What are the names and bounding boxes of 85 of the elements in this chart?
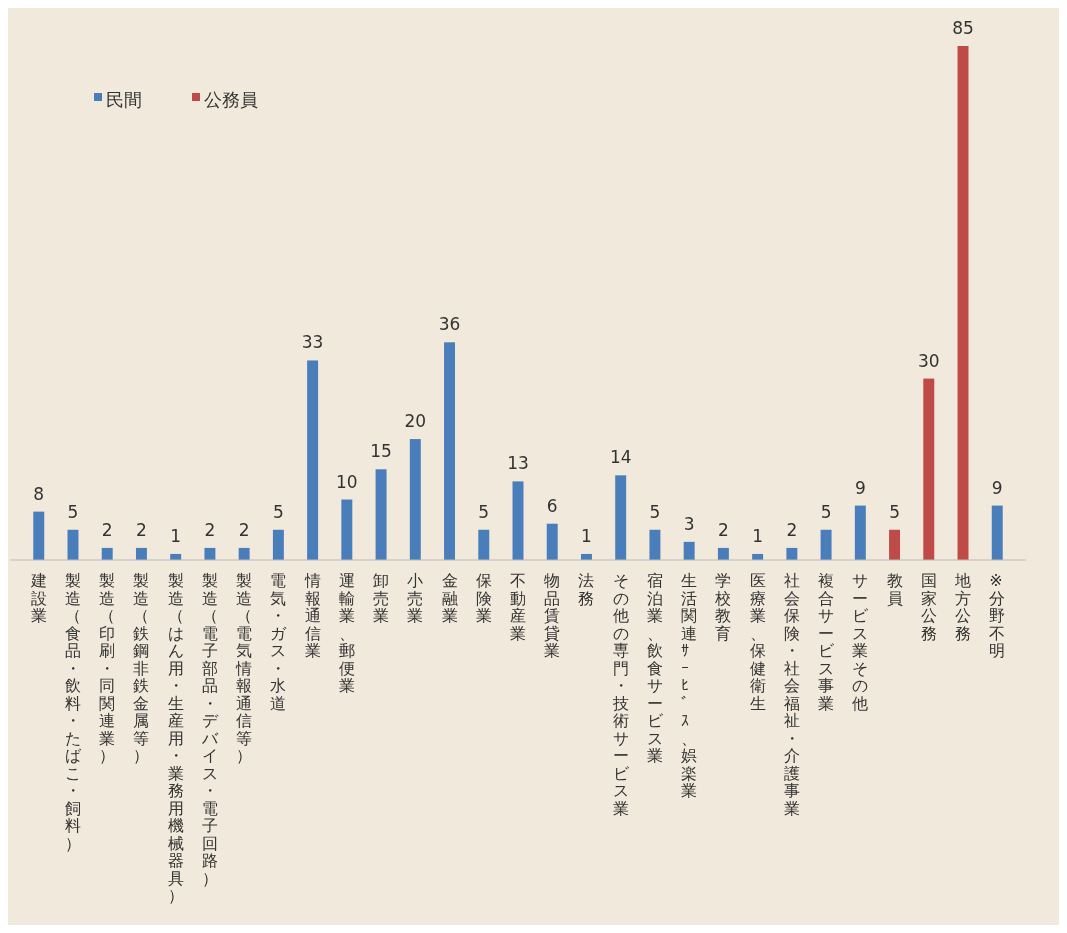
data-label: 5 bbox=[272, 501, 284, 522]
bar bbox=[204, 547, 216, 560]
data-label: 10 bbox=[336, 471, 358, 492]
x-tick-label: 学校教育 bbox=[714, 571, 732, 643]
x-tick-label: 運輸業、郵便業 bbox=[338, 571, 355, 695]
x-tick-label: ※分野不明 bbox=[989, 571, 1006, 660]
x-tick-label: 物品賃貸業 bbox=[544, 571, 561, 660]
x-tick-label: 複合サービス事業 bbox=[818, 571, 836, 713]
data-label: 33 bbox=[301, 332, 324, 353]
data-label: 20 bbox=[404, 411, 427, 432]
bar bbox=[991, 505, 1003, 560]
legend-label: 公務員 bbox=[204, 89, 258, 110]
x-tick-label: 情報通信業 bbox=[303, 571, 321, 660]
data-label: 5 bbox=[889, 501, 900, 522]
data-label: 1 bbox=[752, 525, 764, 546]
data-label: 5 bbox=[478, 501, 490, 522]
data-label: 3 bbox=[683, 513, 695, 534]
x-tick-label: 地方公務 bbox=[954, 571, 972, 643]
x-tick-label: 建設業 bbox=[29, 571, 47, 625]
bar bbox=[546, 523, 558, 560]
x-tick-label: サービス業その他 bbox=[852, 571, 870, 713]
bar bbox=[375, 469, 387, 560]
x-tick-label: 教員 bbox=[886, 571, 903, 608]
bar bbox=[649, 529, 661, 560]
bar bbox=[820, 529, 832, 560]
x-tick-label: 国家公務 bbox=[920, 571, 937, 643]
x-tick-label: 医療業、保健衛生 bbox=[749, 571, 766, 713]
data-label: 14 bbox=[609, 447, 632, 468]
data-label: 30 bbox=[917, 350, 940, 371]
x-tick-label: 法務 bbox=[578, 571, 595, 608]
data-label: 13 bbox=[507, 453, 529, 474]
bar bbox=[101, 547, 113, 560]
data-label: 36 bbox=[438, 314, 461, 335]
bar bbox=[272, 529, 284, 560]
data-label: 2 bbox=[238, 519, 250, 540]
category-label: 製造（電気情報通信等） bbox=[236, 571, 253, 765]
data-label: 9 bbox=[854, 477, 866, 498]
bar bbox=[683, 541, 695, 560]
category-label: 宿泊業、飲食サービス業 bbox=[646, 571, 663, 765]
bar bbox=[478, 529, 490, 560]
data-label: 85 bbox=[952, 18, 974, 38]
data-label: 2 bbox=[717, 519, 729, 540]
bar bbox=[957, 46, 969, 560]
bar bbox=[615, 475, 627, 560]
data-label: 9 bbox=[991, 477, 1003, 498]
data-label: 6 bbox=[546, 495, 558, 516]
x-tick-label: 不動産業 bbox=[510, 571, 526, 643]
category-label: 製造（はん用・生産用・業務用機械器具） bbox=[167, 571, 184, 905]
category-label: 製造（鉄鋼非鉄金属等） bbox=[133, 571, 150, 765]
data-label: 2 bbox=[136, 519, 147, 540]
x-tick-label: 金融業 bbox=[441, 571, 458, 625]
bar bbox=[923, 378, 935, 560]
data-label: 5 bbox=[820, 501, 832, 522]
bar bbox=[409, 439, 421, 560]
category-label: 製造（食品・飲料・たばこ・飼料） bbox=[64, 571, 81, 853]
x-tick-label: 卸売業 bbox=[373, 571, 390, 625]
bar bbox=[341, 499, 353, 560]
bar bbox=[444, 342, 456, 560]
data-label: 2 bbox=[101, 519, 113, 540]
bar bbox=[307, 360, 319, 560]
data-label: 5 bbox=[649, 501, 661, 522]
bar bbox=[512, 481, 524, 560]
category-label: 生活関連ｻｰﾋﾞｽ、娯楽業 bbox=[681, 571, 698, 800]
bar bbox=[238, 547, 250, 560]
bar bbox=[717, 547, 729, 560]
category-label: その他の専門・技術サービス業 bbox=[612, 571, 629, 818]
legend-label: 民間 bbox=[106, 89, 142, 110]
data-label: 2 bbox=[786, 519, 798, 540]
bar bbox=[135, 547, 147, 560]
bar bbox=[786, 547, 798, 560]
bar bbox=[854, 505, 866, 560]
x-tick-label: 小売業 bbox=[407, 571, 424, 625]
category-label: 社会保険・社会福祉・介護事業 bbox=[783, 571, 800, 818]
data-label: 1 bbox=[581, 525, 592, 546]
bar bbox=[33, 511, 45, 560]
data-label: 1 bbox=[170, 525, 182, 546]
data-label: 2 bbox=[204, 519, 216, 540]
data-label: 8 bbox=[33, 483, 45, 504]
x-tick-label: 保険業 bbox=[475, 571, 492, 625]
category-label: 製造（電子部品・デバイス・電子回路） bbox=[201, 571, 218, 888]
bar bbox=[889, 529, 901, 560]
data-label: 15 bbox=[370, 441, 392, 462]
x-tick-label: 電気・ガス・水道 bbox=[270, 571, 288, 713]
category-label: 製造（印刷・同関連業） bbox=[99, 571, 116, 765]
data-label: 5 bbox=[67, 501, 79, 522]
